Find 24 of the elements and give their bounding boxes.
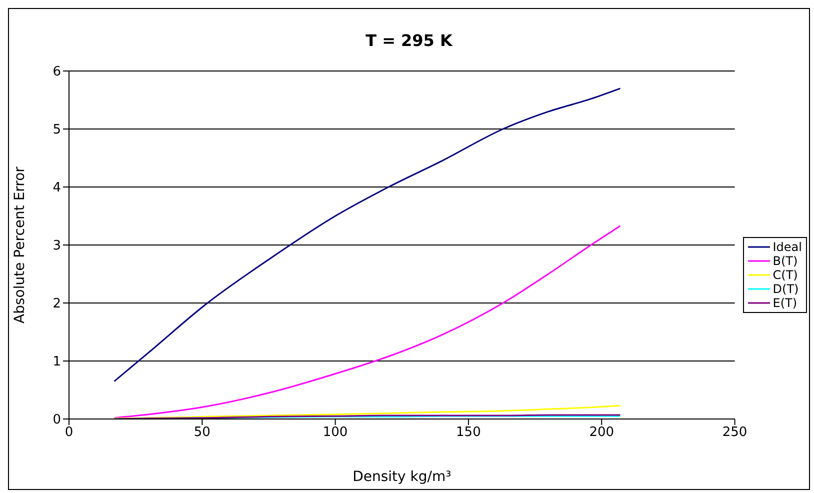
legend-label: B(T) — [772, 254, 798, 268]
y-tick-label: 6 — [52, 64, 61, 80]
x-tick-label: 50 — [194, 425, 210, 440]
x-tick-label: 250 — [722, 425, 748, 440]
y-axis-title: Absolute Percent Error — [12, 166, 28, 324]
x-tick-label: 100 — [322, 425, 348, 440]
y-tick-label: 0 — [52, 412, 61, 428]
y-tick-label: 1 — [52, 354, 61, 370]
y-tick-label: 3 — [52, 238, 61, 254]
x-axis-title: Density kg/m³ — [352, 469, 452, 485]
line-series — [114, 225, 622, 419]
y-tick-label: 5 — [52, 122, 61, 138]
legend-label: C(T) — [772, 268, 798, 282]
line-series — [114, 404, 622, 419]
x-tick-label: 0 — [64, 425, 74, 440]
y-tick-label: 2 — [52, 296, 61, 312]
legend-label: E(T) — [772, 296, 798, 310]
x-tick-label: 200 — [589, 425, 614, 440]
chart-title: T = 295 K — [364, 30, 454, 52]
y-tick-label: 4 — [52, 180, 61, 196]
line-series — [114, 88, 622, 382]
x-tick-label: 150 — [456, 425, 481, 440]
legend-label: D(T) — [772, 282, 799, 296]
legend-label: Ideal — [772, 240, 802, 254]
